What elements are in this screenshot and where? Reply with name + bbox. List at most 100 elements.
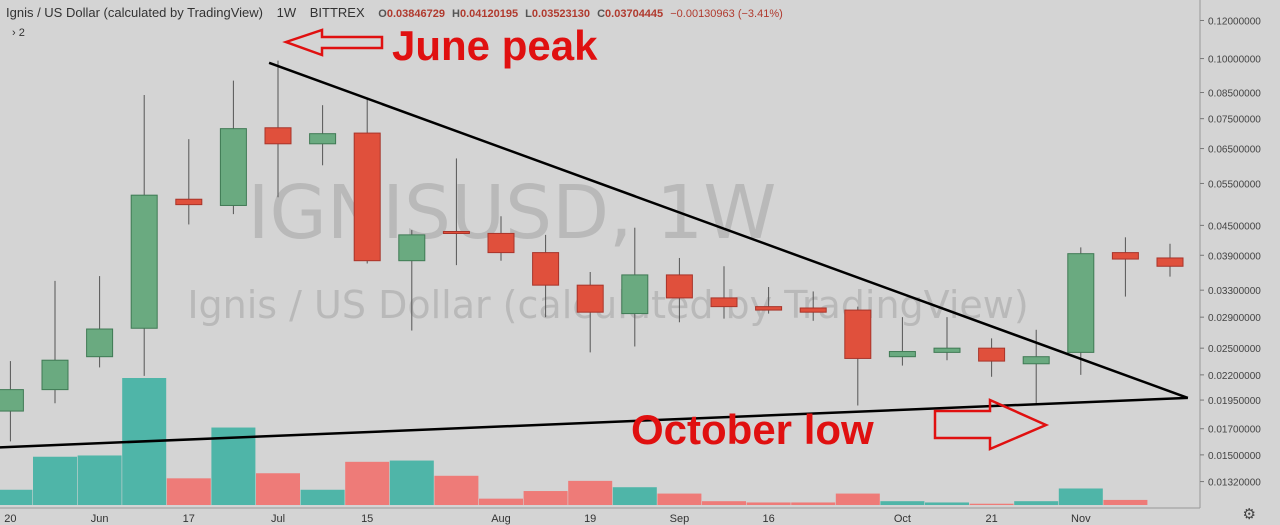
- candle: [978, 338, 1006, 377]
- volume-bar: [523, 491, 568, 505]
- volume-bar: [969, 503, 1014, 505]
- candle: [844, 306, 872, 406]
- candle: [398, 230, 426, 331]
- watermark-description: Ignis / US Dollar (calculated by Trading…: [187, 283, 1028, 327]
- time-tick-label: Oct: [894, 513, 911, 525]
- candle: [576, 271, 604, 353]
- candle-body: [532, 252, 560, 286]
- candle: [219, 80, 247, 215]
- candle: [710, 266, 738, 319]
- low-value: 0.03523130: [531, 8, 591, 20]
- candle: [1156, 243, 1184, 277]
- candle-body: [710, 297, 738, 308]
- price-tick-label: 0.05500000: [1208, 179, 1261, 190]
- candle-body: [353, 132, 381, 262]
- candle: [175, 139, 203, 225]
- candle-body: [1111, 252, 1139, 260]
- candles: [0, 60, 1184, 442]
- price-tick-label: 0.01500000: [1208, 451, 1261, 462]
- candle-body: [933, 347, 961, 353]
- candle-body: [0, 389, 24, 412]
- candle-body: [978, 347, 1006, 362]
- gear-icon[interactable]: ⚙: [1242, 506, 1256, 523]
- low-label: L: [525, 8, 532, 20]
- volume-bar: [256, 473, 300, 505]
- candle: [130, 94, 158, 376]
- candle: [1067, 247, 1095, 375]
- time-tick-label: 19: [584, 513, 596, 525]
- candle-body: [1156, 257, 1184, 267]
- trendlines[interactable]: [0, 61, 1189, 449]
- symbol-title[interactable]: Ignis / US Dollar (calculated by Trading…: [6, 5, 263, 20]
- time-tick-label: Sep: [670, 513, 690, 525]
- volume-bar: [345, 461, 390, 505]
- price-axis[interactable]: 0.12000000 0.10000000 0.08500000 0.07500000…: [1199, 0, 1280, 525]
- candle-body: [175, 198, 203, 206]
- candle: [0, 361, 24, 442]
- price-tick-label: 0.03300000: [1208, 286, 1261, 297]
- high-label: H: [452, 8, 460, 20]
- volume-bar: [479, 498, 523, 505]
- candle-body: [41, 359, 69, 391]
- open-value: 0.03846729: [386, 8, 445, 20]
- candle: [1022, 329, 1050, 405]
- price-tick-label: 0.04500000: [1208, 221, 1261, 232]
- volume-bar: [389, 460, 434, 505]
- volume-bar: [77, 455, 122, 505]
- time-tick-label: Nov: [1071, 513, 1091, 525]
- volume-bar: [33, 456, 77, 505]
- annotation-arrows: [282, 28, 1050, 451]
- volume-bar: [1058, 488, 1103, 505]
- candle-body: [442, 230, 470, 234]
- time-tick-label: Jul: [271, 513, 285, 525]
- volume-bar: [300, 489, 345, 505]
- candle: [442, 158, 470, 266]
- volume-bar: [835, 493, 880, 505]
- candle: [665, 257, 693, 323]
- volume-bar: [1014, 501, 1059, 505]
- change-value: −0.00130963 (−3.41%): [670, 8, 783, 20]
- time-tick-label: 17: [183, 513, 195, 525]
- interval-label[interactable]: 1W: [276, 5, 297, 20]
- candle: [1111, 237, 1139, 297]
- time-tick-label: Jun: [91, 513, 109, 525]
- volume-bar: [746, 502, 791, 505]
- candle: [799, 291, 827, 321]
- price-tick-label: 0.02500000: [1208, 344, 1261, 355]
- price-tick-label: 0.03900000: [1208, 251, 1261, 262]
- candle-body: [309, 133, 337, 145]
- exchange-label: BITTREX: [309, 5, 365, 20]
- volume-bar: [166, 478, 211, 505]
- chart-header: Ignis / US Dollar (calculated by Trading…: [6, 5, 787, 20]
- candle-body: [1067, 253, 1095, 353]
- price-tick-label: 0.06500000: [1208, 145, 1261, 156]
- trendline[interactable]: [268, 61, 1189, 400]
- time-axis[interactable]: 20 Jun 17 Jul 15 Aug 19 Sep 16 Oct 21 Nov: [0, 507, 1200, 525]
- trendline[interactable]: [0, 396, 1188, 449]
- candle: [353, 97, 381, 264]
- high-value: 0.04120195: [459, 8, 519, 20]
- time-tick-label: 20: [4, 513, 16, 525]
- price-tick-label: 0.01950000: [1208, 396, 1261, 407]
- volume-bar: [880, 501, 925, 505]
- price-tick-label: 0.02900000: [1208, 313, 1261, 324]
- close-label: C: [597, 8, 606, 20]
- time-tick-label: 16: [762, 513, 774, 525]
- price-tick-label: 0.07500000: [1208, 115, 1261, 126]
- candle: [309, 105, 337, 166]
- candle-body: [487, 232, 515, 254]
- volume-bar: [925, 502, 969, 505]
- candle: [755, 287, 783, 314]
- volume-bar: [0, 489, 33, 505]
- price-tick-label: 0.01320000: [1208, 478, 1261, 489]
- price-tick-label: 0.10000000: [1208, 55, 1261, 66]
- candle: [264, 60, 292, 198]
- volume-bar: [791, 502, 836, 505]
- indicators-toggle[interactable]: › 2: [12, 27, 25, 39]
- watermark: IGNISUSD, 1W Ignis / US Dollar (calculat…: [187, 170, 1028, 327]
- candle: [621, 227, 649, 347]
- volume-bar: [612, 487, 657, 505]
- candle-body: [621, 274, 649, 315]
- candle-body: [219, 128, 247, 206]
